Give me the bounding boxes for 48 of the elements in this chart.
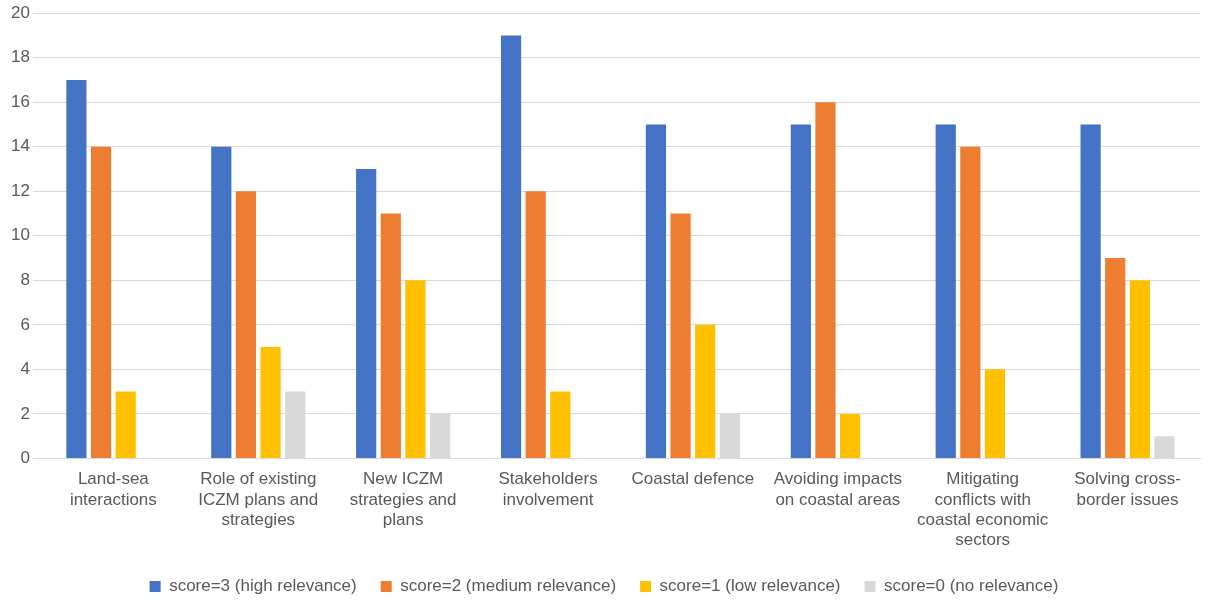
- bar: [670, 213, 691, 458]
- bar: [984, 369, 1006, 458]
- bar: [1129, 280, 1150, 458]
- y-tick-label: 20: [10, 2, 30, 22]
- x-tick-label: Avoiding impacts on coastal areas: [773, 469, 902, 509]
- legend-label: score=2 (medium relevance): [400, 576, 617, 596]
- bar: [260, 347, 281, 458]
- bar: [695, 324, 716, 458]
- x-tick-label: Land-sea interactions: [69, 469, 157, 509]
- x-tick-label: Mitigating conflicts with coastal economic sectors: [917, 469, 1049, 550]
- legend-label: score=1 (low relevance): [659, 576, 841, 596]
- bar: [1105, 258, 1126, 458]
- bar: [935, 124, 956, 458]
- bar: [840, 413, 861, 458]
- x-tick-label: Stakeholders involvement: [498, 469, 598, 509]
- x-tick-label: Coastal defence: [631, 469, 755, 489]
- y-tick-label: 2: [20, 403, 30, 423]
- bar: [211, 146, 232, 458]
- bar: [500, 35, 522, 458]
- bar: [790, 124, 811, 458]
- bar: [1080, 124, 1101, 458]
- x-tick-label: Solving cross-border issues: [1074, 469, 1181, 509]
- bar: [645, 124, 667, 458]
- bar: [405, 280, 426, 458]
- y-tick-label: 16: [10, 91, 30, 111]
- y-tick-label: 4: [20, 359, 30, 379]
- bar: [550, 391, 571, 458]
- y-tick-label: 14: [10, 136, 30, 156]
- legend-label: score=0 (no relevance): [884, 576, 1059, 596]
- y-tick-label: 10: [10, 225, 30, 245]
- y-tick-label: 6: [20, 314, 30, 334]
- bar: [66, 79, 87, 458]
- x-tick-label: Role of existing ICZM plans and strategies: [198, 469, 319, 530]
- bar: [115, 391, 136, 458]
- bar: [815, 102, 836, 458]
- y-tick-label: 8: [20, 270, 30, 290]
- bar: [525, 191, 546, 458]
- legend-label: score=3 (high relevance): [169, 576, 357, 596]
- y-tick-label: 12: [10, 180, 30, 200]
- y-tick-label: 18: [10, 47, 30, 67]
- x-tick-label: New ICZM strategies and plans: [349, 469, 457, 530]
- bar: [960, 146, 981, 458]
- bar: [380, 213, 401, 458]
- bar: [356, 169, 377, 458]
- y-tick-label: 0: [20, 448, 30, 468]
- bar: [90, 146, 112, 458]
- bar: [235, 191, 257, 458]
- bar: [1154, 436, 1175, 458]
